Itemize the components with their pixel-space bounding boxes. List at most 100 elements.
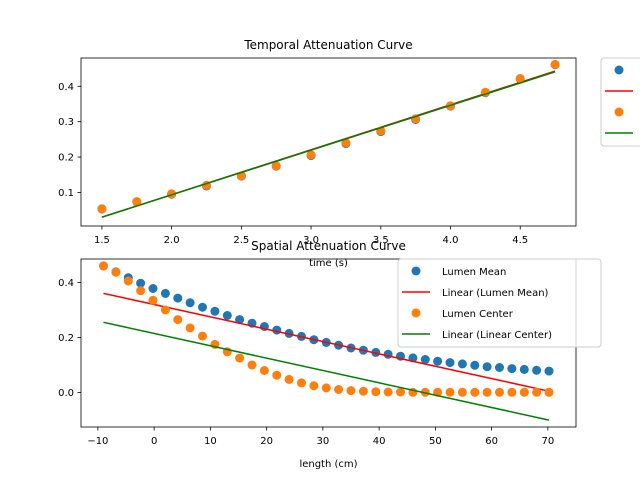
y-tick-label: 0.4 xyxy=(58,82,74,93)
chart-1: 1.5 2.0 2.5 3.0 3.5 4.0 4.5 0.1 0.2 0.3 0.4 time (s… xyxy=(58,38,640,269)
data-point xyxy=(123,276,133,286)
data-point xyxy=(198,331,207,341)
data-point xyxy=(507,364,517,374)
x-tick-label: 2.5 xyxy=(233,235,249,246)
data-point xyxy=(111,267,121,277)
legend-swatch xyxy=(614,65,624,75)
data-point xyxy=(420,355,430,364)
data-point xyxy=(482,387,492,397)
data-point xyxy=(247,360,257,370)
chart-title: Spatial Attenuation Curve xyxy=(251,239,406,253)
data-point xyxy=(383,387,393,397)
x-tick-label: 60 xyxy=(485,436,498,447)
data-point xyxy=(495,387,504,397)
legend-swatch xyxy=(411,266,421,276)
data-point xyxy=(519,387,529,397)
x-tick-label: 20 xyxy=(260,436,273,447)
data-point xyxy=(173,293,183,303)
legend-box xyxy=(397,258,602,348)
data-point xyxy=(470,360,480,370)
legend-label: Linear (Lumen Mean) xyxy=(442,288,549,299)
series-line-4 xyxy=(103,321,550,421)
data-point xyxy=(470,387,480,397)
data-point xyxy=(334,385,344,394)
data-point xyxy=(97,204,107,214)
legend xyxy=(600,57,640,147)
data-point xyxy=(495,363,504,372)
data-point xyxy=(371,347,381,357)
data-point xyxy=(136,286,146,296)
data-point xyxy=(148,295,158,305)
x-tick-label: 4.5 xyxy=(512,235,528,246)
x-tick-label: 2.0 xyxy=(164,235,180,246)
legend-swatch xyxy=(411,308,421,318)
data-point xyxy=(259,366,269,375)
x-tick-label: 40 xyxy=(373,436,386,447)
data-point xyxy=(235,315,245,325)
x-tick-label: −10 xyxy=(87,436,108,447)
data-point xyxy=(185,323,195,333)
data-point xyxy=(519,364,529,374)
x-tick-label: 70 xyxy=(542,436,555,447)
legend: Lumen Mean Linear (Lumen Mean) Lumen Cente… xyxy=(397,258,602,348)
data-point xyxy=(371,387,381,397)
chart-title: Temporal Attenuation Curve xyxy=(243,38,412,52)
data-point xyxy=(136,278,146,288)
data-point xyxy=(235,353,245,363)
x-tick-label: 1.5 xyxy=(94,235,110,246)
data-point xyxy=(341,138,351,148)
y-tick-label: 0.2 xyxy=(58,153,74,164)
data-point xyxy=(160,305,170,315)
y-tick-label: 0.4 xyxy=(58,278,74,289)
data-point xyxy=(210,306,220,316)
data-point xyxy=(457,387,467,397)
data-point xyxy=(99,261,108,271)
data-point xyxy=(396,387,405,397)
data-point xyxy=(173,315,183,325)
data-point xyxy=(445,387,455,397)
x-tick-label: 10 xyxy=(204,436,217,447)
data-point xyxy=(284,374,294,384)
legend-swatch xyxy=(614,107,624,117)
legend-label: Linear (Linear Center) xyxy=(442,330,552,341)
legend-label: Lumen Mean xyxy=(442,267,506,278)
data-point xyxy=(457,359,467,369)
data-point xyxy=(346,386,356,396)
x-tick-label: 3.0 xyxy=(303,235,319,246)
legend-box xyxy=(600,57,640,147)
data-point xyxy=(433,356,443,366)
data-point xyxy=(532,365,542,375)
data-point xyxy=(297,378,306,388)
data-point xyxy=(544,366,554,376)
series-line-4 xyxy=(101,71,556,218)
data-point xyxy=(132,197,142,207)
data-point xyxy=(198,302,207,312)
x-tick-label: 0 xyxy=(151,436,157,447)
data-point xyxy=(271,161,281,171)
data-point xyxy=(532,387,542,397)
data-point xyxy=(507,387,517,397)
data-point xyxy=(306,150,316,160)
data-point xyxy=(148,284,158,293)
plot-frame xyxy=(80,57,577,227)
data-point xyxy=(222,311,232,320)
data-point xyxy=(358,386,368,396)
data-point xyxy=(515,74,525,83)
data-point xyxy=(185,298,195,308)
data-point xyxy=(309,381,319,391)
y-tick-label: 0.2 xyxy=(58,333,74,344)
y-tick-label: 0.3 xyxy=(58,117,74,128)
data-point xyxy=(544,387,554,397)
data-point xyxy=(321,383,331,393)
y-tick-label: 0.1 xyxy=(58,188,74,199)
data-point xyxy=(272,370,282,380)
chart-2: −10 0 10 20 30 40 50 60 70 0.0 0.2 0.4 length (cm) Lu… xyxy=(58,239,602,470)
data-point xyxy=(445,358,455,368)
data-point xyxy=(482,362,492,372)
x-tick-label: 50 xyxy=(429,436,442,447)
x-tick-label: 30 xyxy=(317,436,330,447)
y-tick-label: 0.0 xyxy=(58,388,74,399)
x-tick-label: 4.0 xyxy=(443,235,459,246)
series-line-2 xyxy=(103,292,550,392)
